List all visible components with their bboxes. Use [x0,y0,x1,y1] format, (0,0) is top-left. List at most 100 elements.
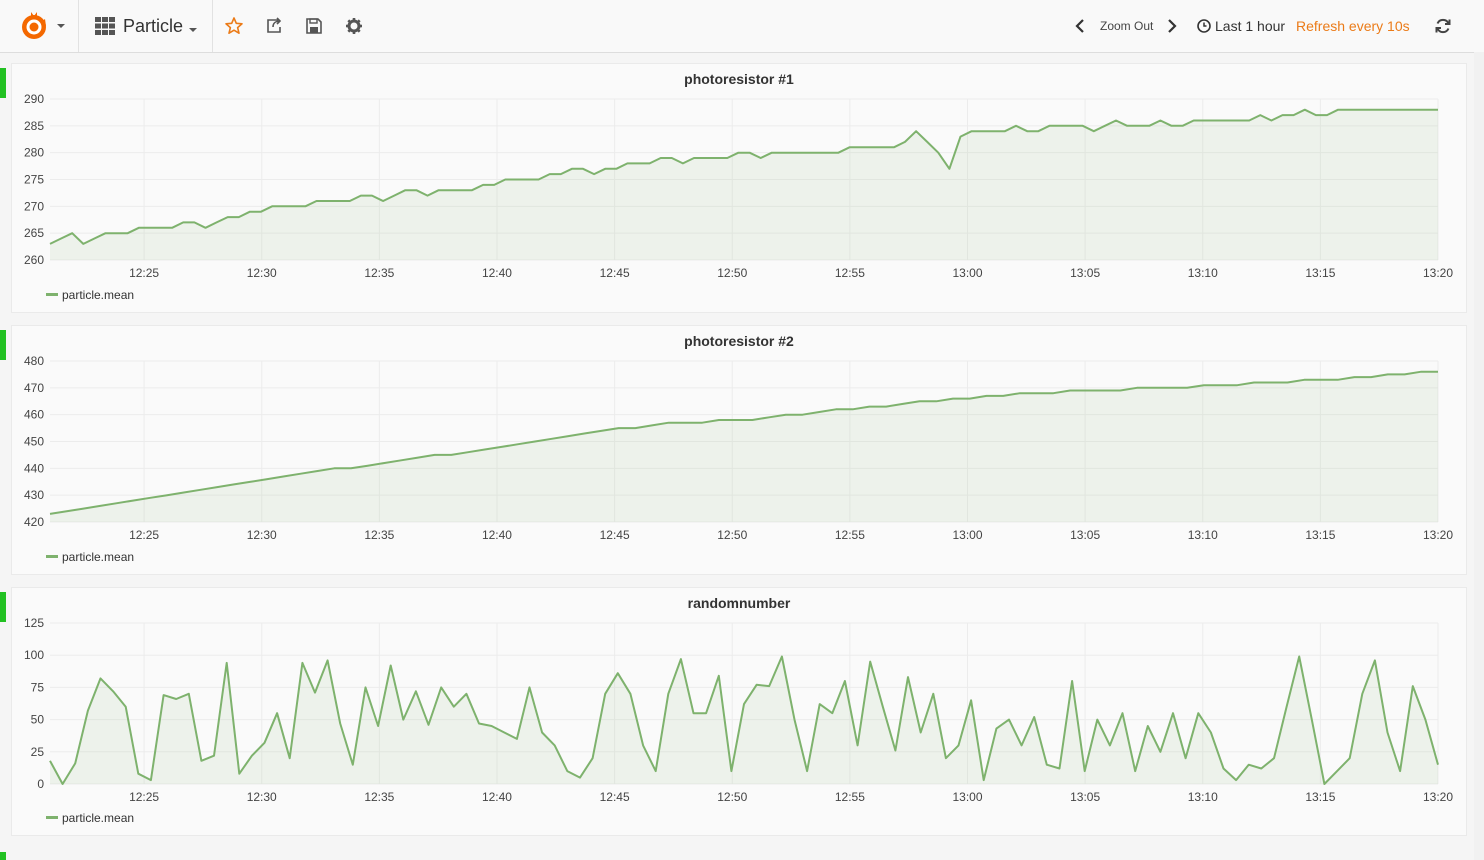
x-tick-label: 12:25 [129,528,159,542]
panel-randomnumber: randomnumber 0 25 50 75 100 125 12:25 12:30 12:3… [11,587,1467,836]
y-tick-label: 460 [24,408,44,422]
legend-swatch [46,555,58,559]
y-tick-label: 100 [24,648,44,662]
y-tick-label: 430 [24,488,44,502]
x-tick-label: 13:15 [1305,528,1335,542]
legend-item[interactable]: particle.mean [46,811,134,825]
x-tick-label: 12:50 [717,790,747,804]
y-tick-label: 285 [24,119,44,133]
x-tick-label: 13:10 [1188,266,1218,280]
chevron-right-icon[interactable] [1165,18,1179,34]
series-line [49,655,1439,785]
chevron-left-icon[interactable] [1073,18,1087,34]
y-tick-label: 260 [24,253,44,267]
grafana-logo-icon [22,12,46,39]
y-tick-label: 420 [24,515,44,529]
line-chart: 420 430 440 450 460 470 480 12:25 12:30 12:35 12:4… [24,354,1453,542]
legend-swatch [46,293,58,297]
time-range-picker[interactable]: Last 1 hour [1215,18,1286,34]
dashboard-title: Particle [123,16,184,36]
panel-photoresistor-1: photoresistor #1 260 265 270 275 280 285 290 12… [11,63,1467,313]
x-tick-label: 13:10 [1188,528,1218,542]
x-tick-label: 13:20 [1423,266,1453,280]
y-tick-label: 25 [31,745,45,759]
line-chart: 0 25 50 75 100 125 12:25 12:30 12:35 12:40 12:45 12… [24,616,1453,804]
row-collapse-handle[interactable] [0,330,6,360]
y-tick-label: 470 [24,381,44,395]
x-tick-label: 12:40 [482,266,512,280]
zoom-out-button[interactable]: Zoom Out [1100,19,1154,33]
x-tick-label: 12:45 [600,790,630,804]
refresh-interval[interactable]: Refresh every 10s [1296,18,1410,34]
clock-icon [1197,19,1211,33]
x-tick-label: 13:15 [1305,266,1335,280]
chevron-down-icon [57,24,65,28]
x-tick-label: 13:05 [1070,266,1100,280]
x-tick-label: 12:55 [835,528,865,542]
row-collapse-handle[interactable] [0,592,6,622]
row-collapse-handle[interactable] [0,68,6,98]
x-tick-label: 13:20 [1423,528,1453,542]
vertical-scrollbar[interactable] [1474,52,1484,860]
x-tick-label: 13:05 [1070,528,1100,542]
save-icon[interactable] [304,16,324,36]
x-tick-label: 13:20 [1423,790,1453,804]
panel-title[interactable]: photoresistor #1 [684,71,794,87]
x-tick-label: 12:55 [835,790,865,804]
line-chart: 260 265 270 275 280 285 290 12:25 12:30 12:35 12:4… [24,92,1453,280]
refresh-icon[interactable] [1434,17,1452,35]
legend-label: particle.mean [62,811,135,825]
row-collapse-handle[interactable] [0,852,6,860]
dashboard-grid-icon [95,17,115,35]
legend-label: particle.mean [62,288,135,302]
y-tick-label: 265 [24,226,44,240]
x-tick-label: 12:45 [600,528,630,542]
y-tick-label: 440 [24,461,44,475]
x-tick-label: 13:15 [1305,790,1335,804]
y-tick-label: 450 [24,435,44,449]
x-tick-label: 12:50 [717,528,747,542]
series-line [49,370,1438,515]
series-area [50,371,1438,522]
legend-swatch [46,816,58,820]
y-tick-label: 270 [24,199,44,213]
x-tick-label: 13:00 [952,790,982,804]
share-icon[interactable] [264,16,284,36]
x-tick-label: 12:30 [247,528,277,542]
y-tick-label: 290 [24,92,44,106]
chevron-down-icon [189,28,197,32]
y-tick-label: 50 [31,713,45,727]
dashboard-picker[interactable]: Particle [79,0,213,52]
x-tick-label: 12:50 [717,266,747,280]
star-icon[interactable] [224,16,244,36]
panel-photoresistor-2: photoresistor #2 420 430 440 450 460 470 480 12… [11,325,1467,575]
top-navbar: Particle Zoom Out Last 1 hour Refresh ev… [0,0,1484,53]
y-tick-label: 480 [24,354,44,368]
x-tick-label: 12:35 [364,790,394,804]
grafana-menu-button[interactable] [0,0,79,52]
x-tick-label: 12:55 [835,266,865,280]
y-tick-label: 280 [24,146,44,160]
y-tick-label: 75 [31,680,45,694]
x-tick-label: 12:45 [600,266,630,280]
legend-item[interactable]: particle.mean [46,288,134,302]
x-tick-label: 12:40 [482,528,512,542]
legend-item[interactable]: particle.mean [46,550,134,564]
x-tick-label: 13:00 [952,266,982,280]
x-tick-label: 13:10 [1188,790,1218,804]
x-tick-label: 13:00 [952,528,982,542]
series-area [50,109,1438,260]
x-tick-label: 12:30 [247,266,277,280]
series-line [49,108,1438,245]
x-tick-label: 12:40 [482,790,512,804]
x-tick-label: 12:25 [129,790,159,804]
x-tick-label: 12:25 [129,266,159,280]
y-tick-label: 125 [24,616,44,630]
legend-label: particle.mean [62,550,135,564]
panel-title[interactable]: randomnumber [687,595,791,611]
x-tick-label: 12:30 [247,790,277,804]
panel-title[interactable]: photoresistor #2 [684,333,794,349]
settings-icon[interactable] [344,16,364,36]
y-tick-label: 0 [37,777,44,791]
x-tick-label: 13:05 [1070,790,1100,804]
